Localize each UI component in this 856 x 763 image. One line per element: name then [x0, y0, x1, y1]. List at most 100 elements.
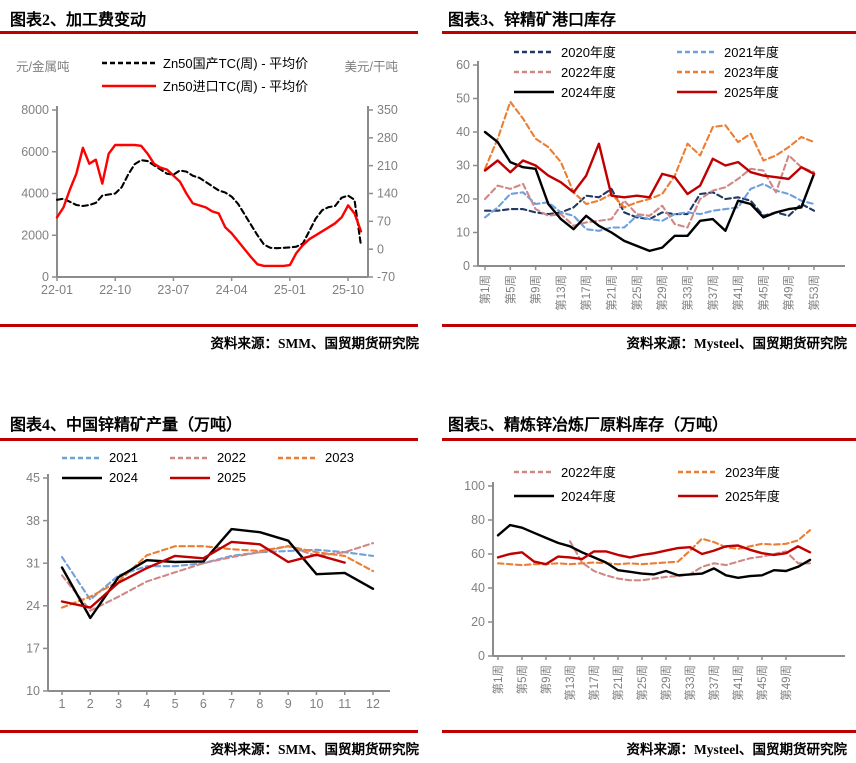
x-tick-label: 第33周	[680, 275, 694, 311]
y-tick-label: 8000	[21, 103, 49, 117]
footer-rule	[442, 324, 856, 327]
chart3-canvas: 0 10 20 30 40 50 60 第1周 第5周 第9周 第13周 第17周 第21周 第25周 第2…	[456, 58, 845, 311]
legend-label: 2022	[217, 450, 246, 465]
series-line-2022年度	[483, 154, 816, 229]
y-tick-label: 10	[456, 226, 470, 240]
series-line-Zn50国产TC(周) - 平均价	[55, 159, 363, 250]
y-tick-label: 50	[456, 92, 470, 106]
x-tick-label: 第1周	[491, 665, 505, 694]
x-tick-label: 7	[228, 697, 235, 711]
x-tick-label: 第41周	[731, 275, 745, 311]
chart5-canvas: 0 20 40 60 80 100 第1周 第5周 第9周 第13周 第17周 第21周 第25周 第29…	[464, 479, 845, 701]
y-tick-label: 40	[471, 581, 485, 595]
legend-label: 2023年度	[724, 65, 779, 80]
series-line-2023年度	[483, 100, 816, 209]
panel-chart2-processing-fees: 图表2、加工费变动 元/金属吨 美元/干吨 0 2000 4000 6000 8000 -…	[0, 0, 428, 382]
y-tick-label-right: 210	[377, 159, 398, 173]
legend-label: 2022年度	[561, 465, 616, 480]
x-tick-label: 第45周	[755, 665, 769, 701]
legend-label: 2021年度	[724, 45, 779, 60]
x-tick-label: 3	[115, 697, 122, 711]
legend-line-sample	[514, 50, 554, 53]
chart3-title: 图表3、锌精矿港口库存	[448, 12, 617, 29]
x-tick-label: 1	[59, 697, 66, 711]
legend-label: 2024年度	[561, 489, 616, 504]
y-tick-label: 17	[26, 642, 40, 656]
legend-line-sample	[62, 456, 102, 459]
legend-label: Zn50进口TC(周) - 平均价	[163, 79, 309, 94]
y-tick-label-right: 0	[377, 242, 384, 256]
legend-item-2020年度: 2020年度	[514, 42, 677, 61]
chart2-title: 图表2、加工费变动	[10, 12, 147, 29]
legend-item-2022年度: 2022年度	[514, 462, 678, 481]
legend-item-2021年度: 2021年度	[677, 42, 840, 61]
legend-label: 2023年度	[725, 465, 780, 480]
y-tick-label-right: -70	[377, 270, 395, 284]
legend-line-sample	[678, 470, 718, 473]
legend-line-sample	[170, 456, 210, 459]
chart5-legend: 2022年度 2023年度 2024年度 2025年度	[514, 462, 842, 505]
x-tick-label: 第49周	[782, 275, 796, 311]
legend-item-2023: 2023	[278, 450, 386, 465]
series-line-2025年度	[496, 544, 812, 566]
x-tick-label: 第17周	[587, 665, 601, 701]
x-tick-label: 8	[256, 697, 263, 711]
y-tick-label: 0	[478, 649, 485, 663]
y-tick-label: 45	[26, 471, 40, 485]
x-tick-label: 第29周	[655, 275, 669, 311]
y-tick-label: 20	[471, 615, 485, 629]
x-tick-label: 第21周	[605, 275, 619, 311]
series-line-2025年度	[483, 142, 816, 199]
x-tick-label: 第37周	[706, 275, 720, 311]
series-line-2024年度	[496, 523, 812, 580]
x-tick-label: 第17周	[579, 275, 593, 311]
legend-line-sample	[677, 50, 717, 53]
legend-label: 2025年度	[725, 489, 780, 504]
x-tick-label: 6	[200, 697, 207, 711]
series-line-2025	[60, 540, 346, 609]
x-tick-label: 第1周	[478, 275, 492, 304]
x-tick-label: 第53周	[807, 275, 821, 311]
x-tick-label: 第41周	[731, 665, 745, 701]
legend-line-sample	[678, 494, 718, 497]
legend-item-2021: 2021	[62, 450, 170, 465]
series-line-2023	[60, 545, 375, 609]
y-tick-label-right: 280	[377, 131, 398, 145]
legend-label: 2021	[109, 450, 138, 465]
x-tick-label: 12	[366, 697, 380, 711]
chart2-canvas: 0 2000 4000 6000 8000 -70 0 70 140 210 280 350 22-01…	[21, 103, 398, 297]
title-rule	[442, 438, 856, 441]
series-line-2023年度	[496, 529, 812, 567]
y-tick-label: 4000	[21, 187, 49, 201]
y-tick-label: 31	[26, 556, 40, 570]
x-tick-label: 第21周	[611, 665, 625, 701]
legend-item-2024: 2024	[62, 470, 170, 485]
x-tick-label: 第13周	[563, 665, 577, 701]
panel-chart5-smelter-inventory: 图表5、精炼锌冶炼厂原料库存（万吨） 0 20 40 60 80 100 第1周 第5周 第9周…	[428, 382, 856, 763]
legend-line-sample	[514, 494, 554, 497]
x-tick-label: 第25周	[635, 665, 649, 701]
series-line-2021年度	[483, 182, 816, 232]
series-line-Zn50进口TC(周) - 平均价	[55, 143, 363, 268]
chart5-title: 图表5、精炼锌冶炼厂原料库存（万吨）	[448, 417, 729, 434]
x-tick-label: 5	[172, 697, 179, 711]
legend-item-2022: 2022	[170, 450, 278, 465]
x-tick-label: 第9周	[529, 275, 543, 304]
x-tick-label: 9	[285, 697, 292, 711]
legend-line-sample	[102, 61, 156, 64]
y-tick-label-right: 140	[377, 187, 398, 201]
legend-line-sample	[514, 470, 554, 473]
legend-item-2025年度: 2025年度	[678, 486, 842, 505]
y-tick-label: 0	[42, 270, 49, 284]
footer-rule	[0, 324, 418, 327]
x-tick-label: 第45周	[756, 275, 770, 311]
y-tick-label: 6000	[21, 145, 49, 159]
x-tick-label: 4	[143, 697, 150, 711]
footer-rule	[0, 730, 418, 733]
x-tick-label: 第29周	[659, 665, 673, 701]
x-tick-label: 第9周	[539, 665, 553, 694]
x-tick-label: 24-04	[216, 283, 248, 297]
legend-item-2024年度: 2024年度	[514, 82, 677, 101]
y-tick-label: 10	[26, 684, 40, 698]
